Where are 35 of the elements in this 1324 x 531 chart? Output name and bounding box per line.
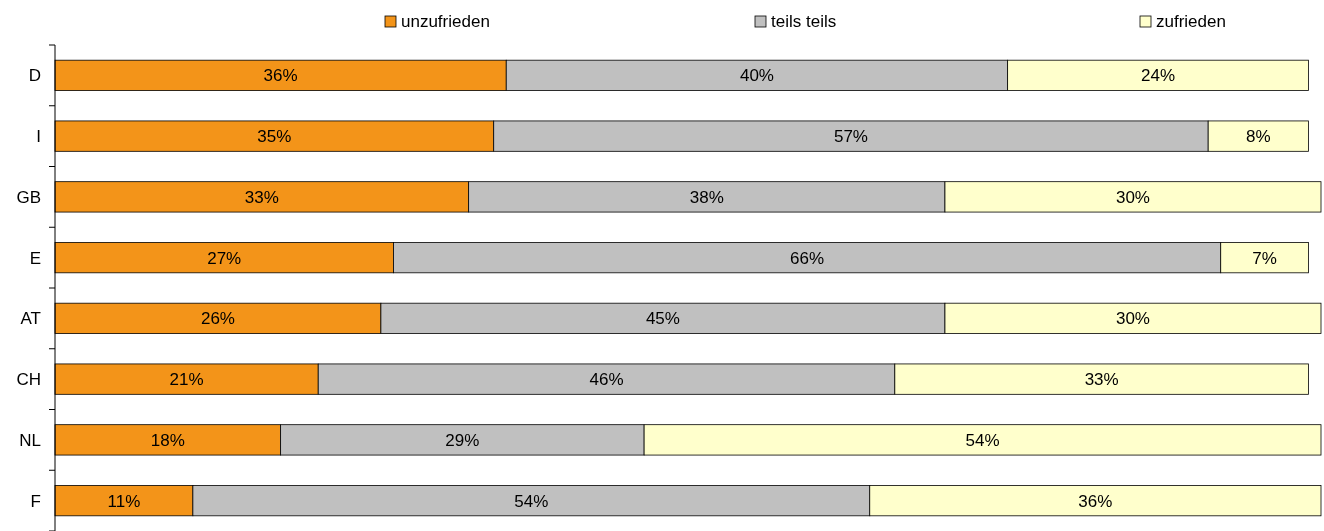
data-label: 33%	[244, 187, 279, 207]
legend-label: unzufrieden	[401, 12, 490, 31]
y-tick-label: E	[29, 248, 41, 268]
data-label: 38%	[689, 187, 724, 207]
data-label: 54%	[965, 430, 1000, 450]
y-tick-label: CH	[16, 370, 41, 390]
y-tick-label: I	[36, 127, 41, 147]
y-tick-label: D	[28, 66, 41, 86]
data-label: 66%	[790, 248, 825, 268]
data-label: 18%	[150, 430, 185, 450]
data-label: 21%	[169, 370, 204, 390]
data-label: 30%	[1115, 309, 1150, 329]
data-label: 27%	[207, 248, 242, 268]
data-label: 40%	[739, 66, 774, 86]
y-tick-label: AT	[20, 309, 41, 329]
data-label: 45%	[645, 309, 680, 329]
data-label: 7%	[1252, 248, 1277, 268]
legend-label: teils teils	[771, 12, 837, 31]
data-label: 57%	[833, 127, 868, 147]
data-label: 26%	[200, 309, 235, 329]
data-label: 11%	[107, 491, 141, 511]
data-label: 24%	[1141, 66, 1176, 86]
data-label: 36%	[263, 66, 298, 86]
data-label: 46%	[589, 370, 624, 390]
y-tick-label: GB	[16, 187, 41, 207]
legend-label: zufrieden	[1156, 12, 1226, 31]
y-tick-label: NL	[19, 430, 41, 450]
data-label: 29%	[445, 430, 480, 450]
data-label: 33%	[1084, 370, 1119, 390]
data-label: 35%	[257, 127, 292, 147]
data-label: 30%	[1115, 187, 1150, 207]
y-tick-label: F	[30, 491, 41, 511]
data-label: 36%	[1078, 491, 1113, 511]
data-label: 8%	[1246, 127, 1271, 147]
data-label: 54%	[514, 491, 549, 511]
